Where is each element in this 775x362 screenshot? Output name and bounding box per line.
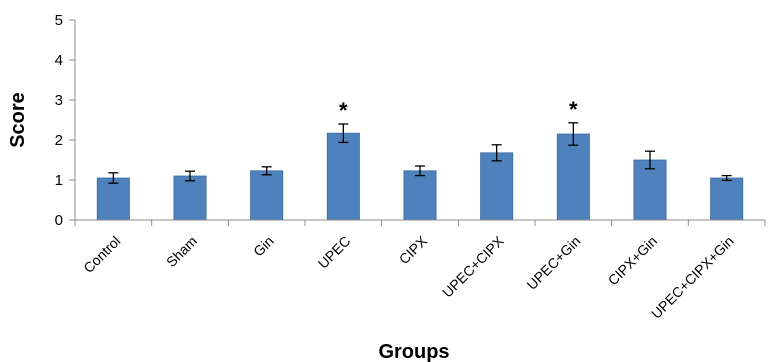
x-tick-label: UPEC: [315, 233, 354, 272]
significance-marker: *: [339, 98, 348, 123]
bar: [403, 170, 437, 221]
x-tick-label: Control: [80, 233, 123, 276]
bar: [556, 133, 590, 221]
bar: [710, 177, 744, 221]
y-tick-label: 3: [55, 92, 63, 109]
y-tick-label: 4: [55, 52, 63, 69]
x-tick-label: Sham: [163, 233, 200, 270]
x-tick-label: CIPX: [396, 232, 431, 267]
y-tick-label: 1: [55, 172, 63, 189]
y-axis: 0 1 2 3 4 5: [55, 12, 76, 229]
x-axis: Control Sham Gin UPEC CIPX UPEC+CIPX UPEC+Gin C…: [74, 219, 766, 322]
bar: [480, 152, 514, 221]
bar: [173, 175, 207, 221]
y-tick-label: 0: [55, 212, 63, 229]
y-axis-title: Score: [7, 92, 29, 148]
bar: [326, 132, 360, 221]
x-tick-label: UPEC+CIPX: [439, 232, 507, 300]
y-tick-label: 2: [55, 132, 63, 149]
x-axis-title: Groups: [378, 341, 449, 362]
x-tick-label: UPEC+CIPX+Gin: [648, 233, 737, 322]
x-tick-label: UPEC+Gin: [523, 233, 583, 293]
x-tick-label: CIPX+Gin: [605, 233, 661, 289]
y-tick-label: 5: [55, 12, 63, 29]
significance-marker: *: [569, 97, 578, 122]
bar: [250, 170, 284, 221]
x-tick-label: Gin: [250, 233, 277, 260]
plot-area: * *: [96, 97, 744, 221]
bar: [96, 177, 130, 221]
bar: [633, 159, 667, 221]
